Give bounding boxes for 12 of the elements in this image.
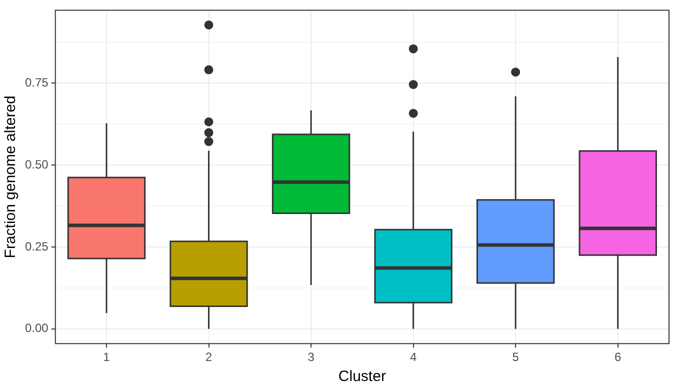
y-tick-label: 0.50 <box>24 157 49 172</box>
x-tick-label: 5 <box>512 350 520 364</box>
x-axis-title: Cluster <box>338 368 386 386</box>
x-tick-label: 4 <box>410 350 417 364</box>
y-tick-label: 0.00 <box>24 321 49 336</box>
x-tick-label: 3 <box>308 350 315 364</box>
x-tick-label: 2 <box>205 350 212 364</box>
x-tick-label: 6 <box>614 350 622 364</box>
x-tick-label: 1 <box>103 350 110 364</box>
y-tick-label: 0.75 <box>24 76 49 90</box>
y-tick-label: 0.25 <box>24 239 49 254</box>
y-axis-title: Fraction genome altered <box>2 96 20 258</box>
